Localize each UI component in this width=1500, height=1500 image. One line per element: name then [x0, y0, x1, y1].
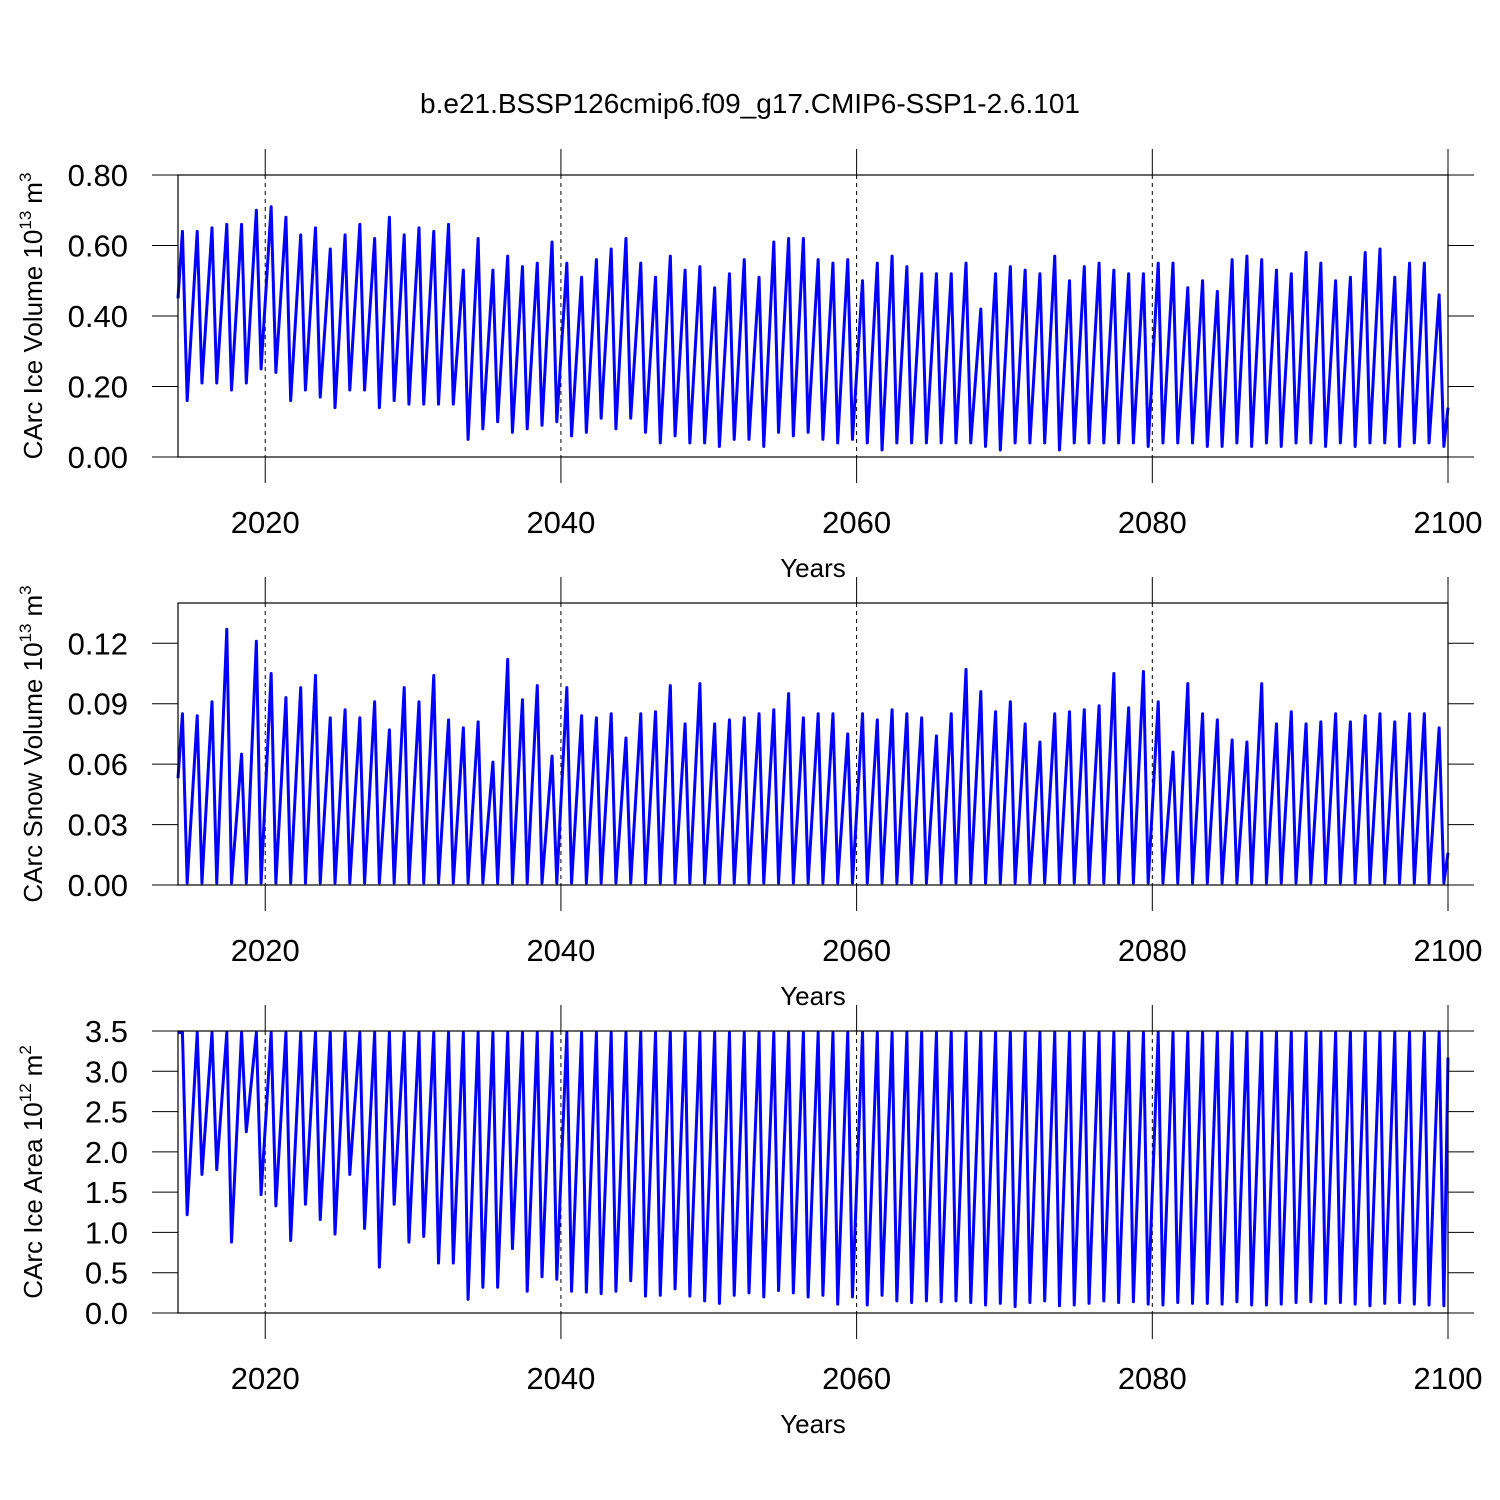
x-tick-label: 2020	[231, 933, 300, 968]
y-axis-label: CArc Ice Area 1012 m2	[16, 1045, 48, 1299]
plot-frame	[177, 602, 1449, 886]
data-line	[178, 1031, 1450, 1309]
x-tick-label: 2100	[1414, 1361, 1483, 1396]
y-axis-label-unit-exp: 3	[16, 585, 35, 594]
x-tick-label: 2020	[231, 505, 300, 540]
y-axis-label-exp: 13	[16, 624, 35, 643]
x-tick-label: 2100	[1414, 933, 1483, 968]
x-axis-label: Years	[780, 1409, 846, 1439]
x-tick-label: 2080	[1118, 505, 1187, 540]
y-tick-label: 0.00	[68, 440, 128, 475]
panel: 2020 2040 2060 2080 2100 0.00 0.03 0.06 0.09 0.12…	[16, 577, 1482, 1011]
chart-title: b.e21.BSSP126cmip6.f09_g17.CMIP6-SSP1-2.…	[420, 88, 1080, 119]
y-tick-label: 2.5	[85, 1095, 128, 1130]
y-tick-label: 0.00	[68, 868, 128, 903]
y-tick-label: 1.5	[85, 1175, 128, 1210]
data-line	[176, 205, 1450, 452]
y-axis-label-unit: m	[18, 1055, 48, 1077]
y-axis-label-unit-exp: 2	[16, 1045, 35, 1054]
y-tick-label: 3.5	[85, 1014, 128, 1049]
plot-frame	[177, 174, 1449, 458]
x-tick-label: 2060	[822, 505, 891, 540]
y-tick-label: 0.80	[68, 158, 128, 193]
y-axis-label-text: CArc Snow Volume 10	[18, 642, 48, 902]
y-tick-label: 0.0	[85, 1296, 128, 1331]
y-axis-label-exp: 12	[16, 1083, 35, 1102]
x-tick-label: 2040	[526, 1361, 595, 1396]
x-tick-label: 2060	[822, 1361, 891, 1396]
y-axis-label-unit: m	[18, 595, 48, 617]
y-tick-label: 0.20	[68, 370, 128, 405]
plot-frame	[177, 1030, 1449, 1314]
y-axis-label-text: CArc Ice Area 10	[18, 1102, 48, 1299]
x-tick-label: 2100	[1414, 505, 1483, 540]
y-tick-label: 2.0	[85, 1135, 128, 1170]
y-tick-label: 3.0	[85, 1054, 128, 1089]
y-tick-label: 0.5	[85, 1256, 128, 1291]
x-axis-label: Years	[780, 981, 846, 1011]
y-axis-label: CArc Snow Volume 1013 m3	[16, 585, 48, 902]
y-axis-label-unit: m	[18, 182, 48, 204]
y-axis-label-exp: 13	[16, 211, 35, 230]
x-tick-label: 2060	[822, 933, 891, 968]
y-tick-label: 0.60	[68, 229, 128, 264]
x-tick-label: 2080	[1118, 933, 1187, 968]
y-tick-label: 0.03	[68, 808, 128, 843]
panel: 2020 2040 2060 2080 2100 0.0 0.5 1.0 1.5 2.0 2.5 3.…	[16, 1005, 1482, 1439]
y-axis-label-unit-exp: 3	[16, 173, 35, 182]
x-tick-label: 2040	[526, 933, 595, 968]
y-tick-label: 0.09	[68, 687, 128, 722]
x-tick-label: 2020	[231, 1361, 300, 1396]
y-axis-label: CArc Ice Volume 1013 m3	[16, 173, 48, 460]
panel: b.e21.BSSP126cmip6.f09_g17.CMIP6-SSP1-2.…	[16, 88, 1482, 583]
y-tick-label: 0.40	[68, 299, 128, 334]
x-axis-label: Years	[780, 553, 846, 583]
y-tick-label: 1.0	[85, 1215, 128, 1250]
y-axis-label-text: CArc Ice Volume 10	[18, 230, 48, 460]
data-line	[176, 627, 1450, 885]
x-tick-label: 2080	[1118, 1361, 1187, 1396]
x-tick-label: 2040	[526, 505, 595, 540]
y-tick-label: 0.06	[68, 747, 128, 782]
y-tick-label: 0.12	[68, 626, 128, 661]
